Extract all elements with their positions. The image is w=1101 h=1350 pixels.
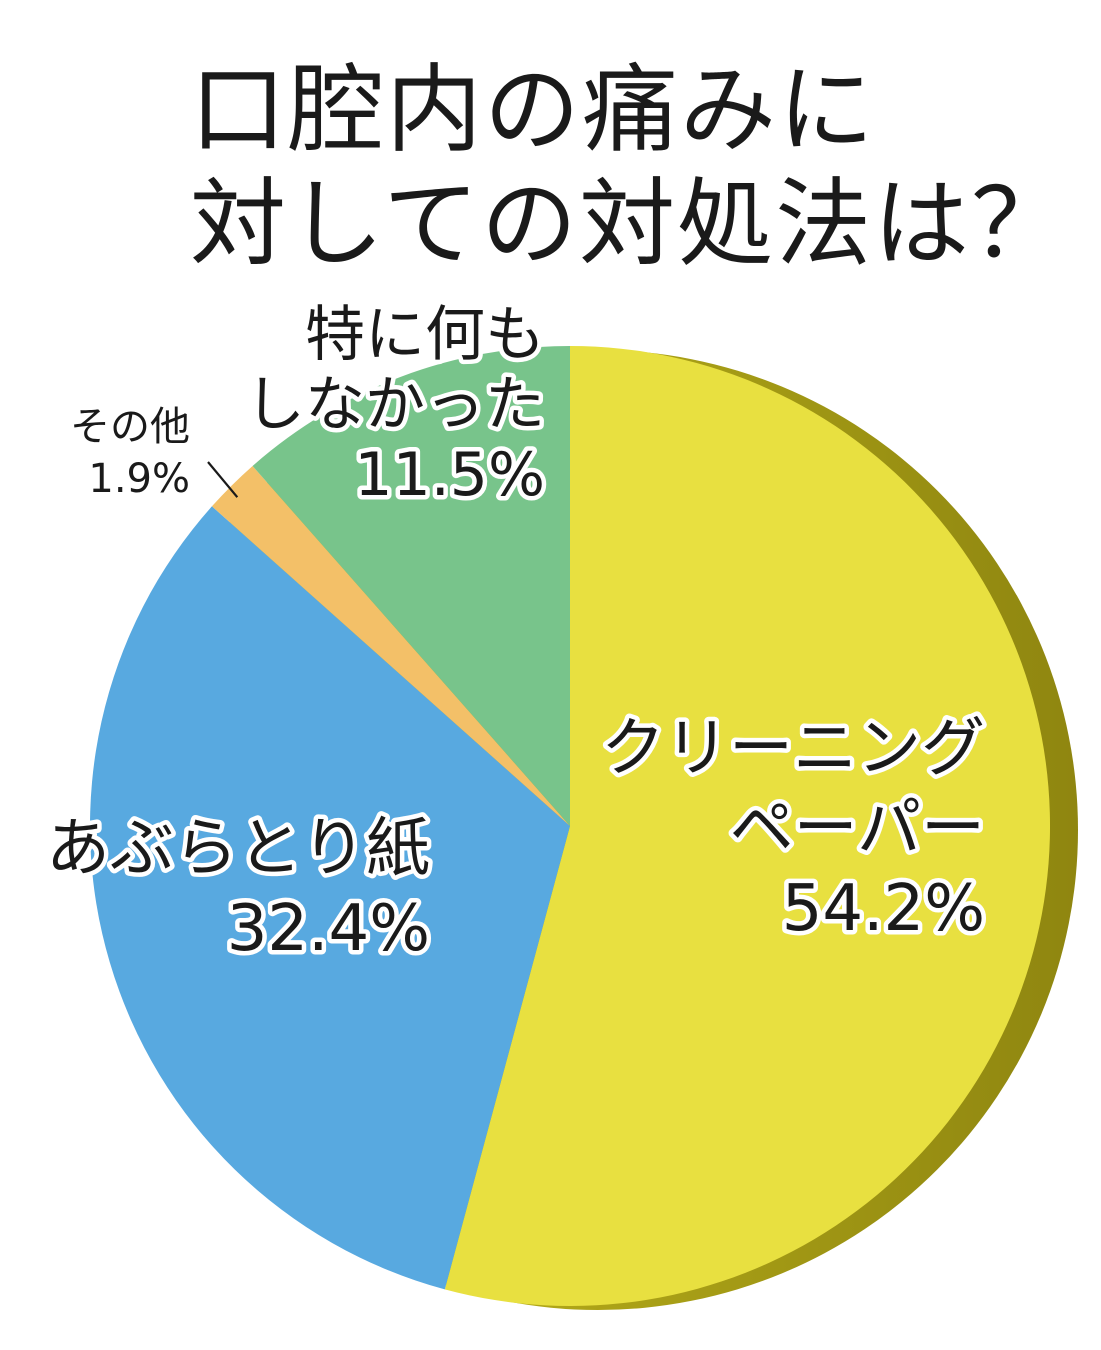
slice-value-label-2: 1.9% bbox=[88, 456, 190, 502]
slice-label-0: クリーニング bbox=[601, 712, 985, 786]
pie-slice-0 bbox=[444, 346, 1051, 1306]
slice-label-3: しなかった bbox=[245, 370, 545, 440]
pie-slice-3 bbox=[252, 346, 570, 826]
slice-label-3: 特に何も bbox=[305, 300, 545, 370]
chart-title-line-1: 口腔内の痛みに bbox=[190, 54, 876, 166]
chart-title-line-2: 対しての対処法は？ bbox=[190, 168, 1070, 280]
slice-value-label-0: 54.2% bbox=[782, 872, 985, 946]
slice-value-label-3: 11.5% bbox=[354, 440, 545, 510]
slice-label-1: あぶらとり紙 bbox=[46, 812, 430, 886]
pie-slices bbox=[90, 346, 1051, 1306]
leader-line-other bbox=[207, 461, 239, 498]
slice-label-0: ペーパー bbox=[730, 792, 985, 866]
pie-slice-1 bbox=[90, 506, 570, 1290]
pie-slice-2 bbox=[211, 465, 570, 826]
slice-value-label-1: 32.4% bbox=[227, 892, 430, 966]
slice-label-2: その他 bbox=[70, 404, 190, 450]
